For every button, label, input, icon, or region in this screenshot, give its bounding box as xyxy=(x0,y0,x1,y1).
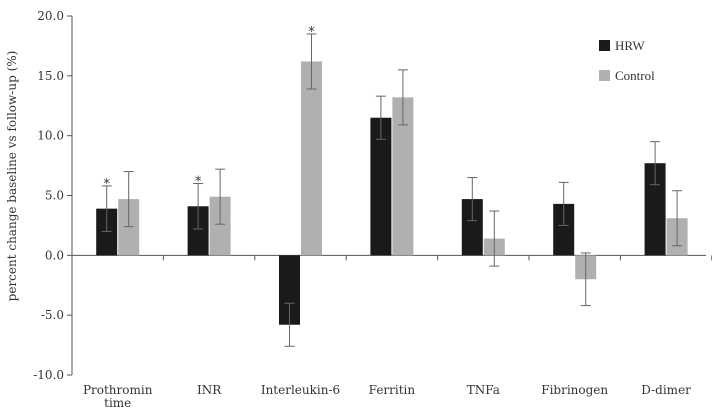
significance-marker: * xyxy=(103,177,110,192)
x-category-label: D-dimer xyxy=(641,383,691,397)
y-tick-label: 10.0 xyxy=(37,129,64,143)
bar-control xyxy=(392,97,414,256)
x-category-label: Ferritin xyxy=(369,383,416,397)
bar-hrw xyxy=(461,199,483,256)
y-tick-label: 15.0 xyxy=(37,69,64,83)
y-tick-label: -5.0 xyxy=(41,308,64,322)
x-category-label: Fibrinogen xyxy=(541,383,608,397)
y-axis-title: percent change baseline vs follow-up (%) xyxy=(5,51,19,302)
x-category-label: Prothromin time xyxy=(83,383,153,410)
bar-hrw xyxy=(644,163,666,256)
y-tick-label: 5.0 xyxy=(45,189,64,203)
bar-hrw xyxy=(553,203,575,256)
bar-hrw xyxy=(279,255,300,325)
bar-hrw xyxy=(96,208,118,256)
legend-label-control: Control xyxy=(615,68,655,83)
significance-marker: * xyxy=(308,25,315,40)
bar-hrw xyxy=(370,117,392,256)
y-tick-label: -10.0 xyxy=(33,368,64,382)
y-tick-label: 0.0 xyxy=(45,248,64,262)
bar-control xyxy=(118,199,140,256)
legend-swatch-hrw xyxy=(599,40,610,51)
significance-marker: * xyxy=(195,175,202,190)
bar-hrw xyxy=(187,206,209,256)
legend-swatch-control xyxy=(599,70,610,81)
legend: HRW Control xyxy=(599,38,655,83)
legend-label-hrw: HRW xyxy=(615,38,645,53)
plot-area: -10.0 -5.0 0.0 5.0 10.0 15.0 20.0 * Prothromin ti… xyxy=(33,9,712,410)
bar-control xyxy=(209,196,231,256)
x-category-label: TNFa xyxy=(467,383,500,397)
x-category-label: Interleukin-6 xyxy=(261,383,340,397)
y-tick-label: 20.0 xyxy=(37,9,64,23)
bar-control xyxy=(301,61,322,256)
x-category-label: INR xyxy=(197,383,222,397)
